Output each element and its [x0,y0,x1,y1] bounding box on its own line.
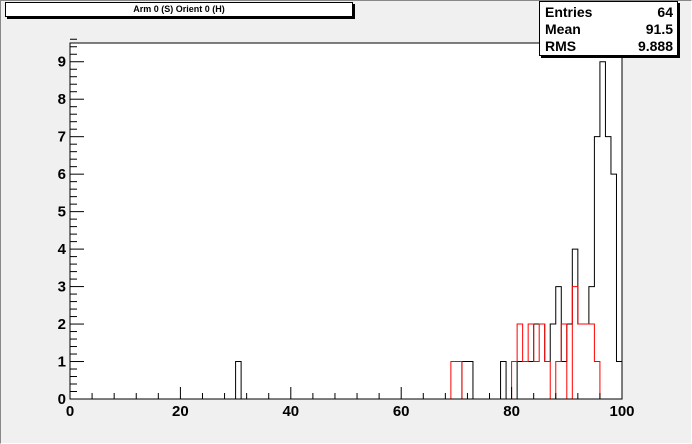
histogram-title: Arm 0 (S) Orient 0 (H) [5,2,353,17]
x-tick-label: 80 [503,403,520,420]
y-tick-label: 8 [58,91,66,108]
stat-rms: RMS 9.888 [545,38,673,55]
x-tick-label: 100 [609,403,634,420]
x-tick-label: 0 [66,403,74,420]
stat-entries: Entries 64 [545,4,673,21]
stat-label: Entries [545,4,593,20]
y-tick-label: 1 [58,354,66,371]
plot-area[interactable] [69,42,623,400]
axes: 0 20 40 60 80 100 0 1 2 3 4 5 6 7 8 9 [58,38,635,420]
y-tick-label: 6 [58,166,66,183]
x-tick-label: 40 [282,403,299,420]
y-tick-label: 3 [58,279,66,296]
y-tick-label: 9 [58,54,66,71]
stats-box[interactable]: Entries 64 Mean 91.5 RMS 9.888 [539,1,678,56]
y-tick-label: 0 [58,391,66,408]
stat-label: Mean [545,21,581,37]
stat-value: 64 [657,4,673,20]
stat-mean: Mean 91.5 [545,21,673,38]
y-tick-label: 5 [58,204,66,221]
y-tick-label: 7 [58,129,66,146]
stat-value: 91.5 [645,21,673,37]
y-tick-label: 2 [58,316,66,333]
stat-value: 9.888 [637,38,673,54]
stat-label: RMS [545,38,577,54]
x-tick-label: 20 [172,403,189,420]
y-tick-label: 4 [58,241,67,258]
x-tick-label: 60 [393,403,410,420]
